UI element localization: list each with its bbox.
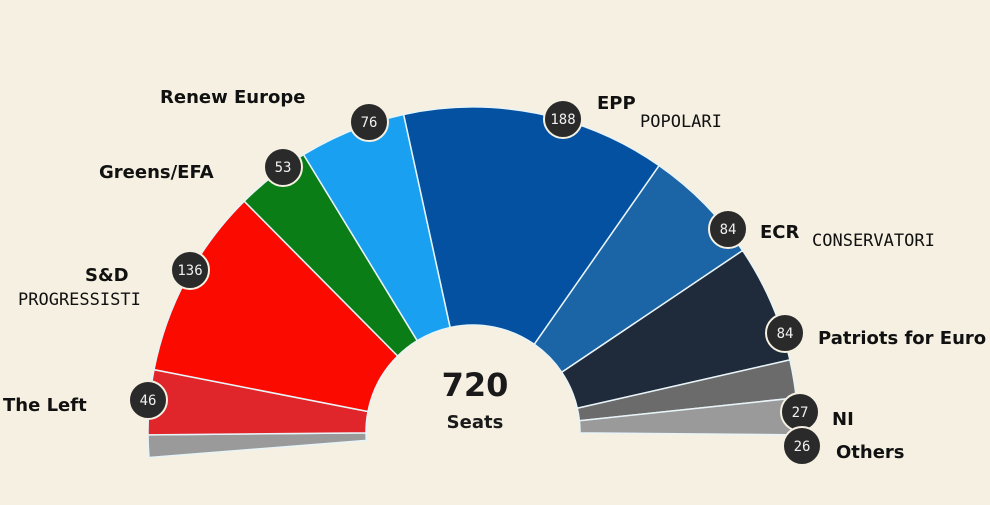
- seat-badge: [543, 99, 583, 139]
- seat-badge: [263, 147, 303, 187]
- party-label: ECR: [760, 222, 800, 243]
- slice-epp: [402, 106, 661, 346]
- seat-count: 84: [777, 326, 794, 342]
- party-label: EPP: [597, 93, 636, 114]
- seat-badge: [782, 426, 822, 466]
- total-seats: 720: [441, 366, 509, 404]
- seat-count: 136: [177, 263, 202, 279]
- seat-badge: [708, 209, 748, 249]
- seat-badge: [765, 313, 805, 353]
- party-label: Patriots for Euro: [818, 328, 987, 349]
- seat-badge: [170, 250, 210, 290]
- seat-count: 53: [275, 160, 292, 176]
- seat-count: 26: [794, 439, 811, 455]
- party-sublabel: POPOLARI: [640, 112, 722, 132]
- total-seats-label: Seats: [446, 412, 504, 433]
- party-label: Renew Europe: [160, 87, 306, 108]
- party-sublabel: CONSERVATORI: [812, 231, 935, 251]
- slice-s-d: [153, 200, 399, 413]
- party-label: Greens/EFA: [99, 162, 214, 183]
- seat-badge: [349, 102, 389, 142]
- party-label: The Left: [3, 395, 87, 416]
- party-label: Others: [836, 442, 905, 463]
- seat-count: 84: [720, 222, 737, 238]
- seat-count: 76: [361, 115, 378, 131]
- seat-count: 27: [792, 405, 809, 421]
- slice-left-sliver: [147, 432, 368, 459]
- seat-count: 188: [550, 112, 575, 128]
- party-label: S&D: [85, 265, 129, 286]
- party-sublabel: PROGRESSISTI: [18, 290, 141, 310]
- seat-badge: [128, 380, 168, 420]
- seat-count: 46: [140, 393, 157, 409]
- party-label: NI: [832, 409, 854, 430]
